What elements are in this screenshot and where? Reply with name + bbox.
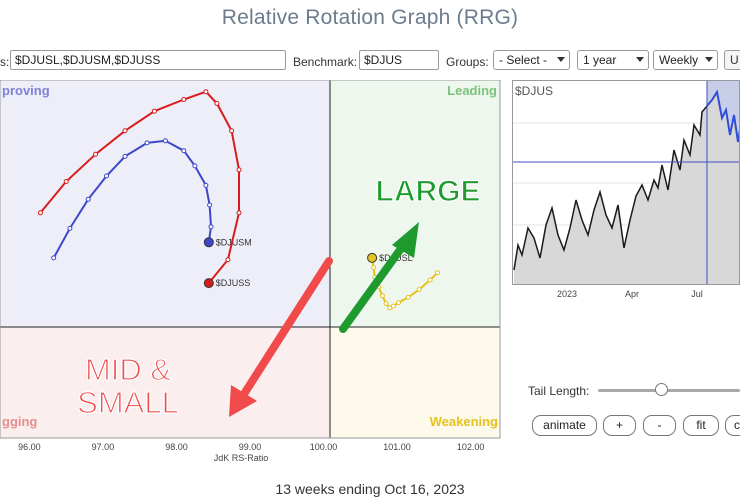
rrg-tail-point (67, 225, 73, 231)
rrg-tail-point (229, 128, 235, 134)
groups-select-value: - Select - (499, 53, 548, 67)
rrg-tail-point (181, 148, 187, 154)
arrow-mid-small (229, 257, 333, 417)
rrg-tail-point (396, 300, 401, 306)
rrg-tail-point (379, 293, 385, 299)
price-line-recent (706, 89, 740, 143)
animate-button[interactable]: animate (532, 415, 597, 436)
rrg-tail-point (208, 224, 214, 230)
update-button[interactable]: U (724, 50, 740, 70)
toolbar: s: $DJUSL,$DJUSM,$DJUSS Benchmark: $DJUS… (0, 50, 740, 74)
price-area-fill (514, 92, 740, 285)
rrg-plot-border (0, 80, 501, 439)
quadrant-weakening (330, 327, 500, 438)
rrg-tail-point (144, 140, 150, 146)
zoom-out-button[interactable]: - (643, 415, 676, 436)
annotation-mid-small-line1: MID & (85, 352, 171, 387)
footer-caption: 13 weeks ending Oct 16, 2023 (275, 481, 465, 497)
rrg-head-djusm[interactable] (203, 237, 214, 248)
frequency-select[interactable]: Weekly (653, 50, 718, 70)
rrg-x-tick-label: 102.00 (457, 442, 485, 452)
rrg-tail-point (192, 163, 198, 169)
price-x-tick-jul: Jul (691, 289, 703, 299)
groups-select[interactable]: - Select - (493, 50, 570, 70)
price-line (513, 105, 708, 271)
rrg-tail-point (85, 196, 91, 202)
rrg-tail-point (151, 108, 157, 114)
rrg-tail-point (371, 265, 376, 270)
rrg-tail-point (236, 167, 242, 173)
rrg-tail-point (162, 138, 168, 144)
rrg-head-djuss[interactable] (203, 278, 214, 289)
quadrant-improving (0, 80, 330, 327)
arrow-large-head (392, 222, 419, 258)
rrg-tail-point (203, 89, 209, 95)
period-select[interactable]: 1 year (577, 50, 649, 70)
arrow-large (339, 222, 419, 333)
frequency-select-value: Weekly (659, 53, 699, 67)
rrg-tail-point (51, 255, 57, 261)
annotation-mid-small-line2: SMALL (77, 385, 179, 420)
symbols-input[interactable]: $DJUSL,$DJUSM,$DJUSS (10, 50, 286, 70)
rrg-tail-point (203, 182, 209, 188)
quadrant-label-improving: proving (2, 83, 50, 98)
arrow-large-shaft (339, 239, 409, 333)
rrg-tails: $DJUSL$DJUSM$DJUSS (37, 89, 440, 311)
rrg-x-axis-label: JdK RS-Ratio (214, 453, 269, 463)
rrg-x-tick-label: 99.00 (239, 442, 262, 452)
rrg-tail-point (93, 151, 99, 157)
rrg-x-tick-label: 97.00 (92, 442, 115, 452)
rrg-tail-point (236, 210, 242, 216)
tail-length-label: Tail Length: (528, 384, 590, 398)
quadrant-label-lagging: gging (2, 414, 37, 429)
rrg-x-tick-label: 100.00 (310, 442, 338, 452)
rrg-x-tick-label: 98.00 (165, 442, 188, 452)
quadrant-leading (330, 80, 500, 327)
rrg-tail-point (207, 202, 213, 208)
rrg-head-djusl[interactable] (367, 252, 378, 263)
price-x-tick-apr: Apr (625, 289, 639, 299)
annotation-large: LARGE (376, 175, 481, 208)
arrow-mid-small-shaft (240, 257, 333, 398)
price-symbol-label: $DJUS (515, 84, 553, 98)
rrg-tail-point (416, 287, 422, 293)
groups-label: Groups: (446, 55, 489, 69)
rrg-tail-point (405, 294, 411, 300)
benchmark-label: Benchmark: (293, 55, 358, 69)
rrg-tail-point (214, 100, 220, 106)
rrg-tail-point (104, 173, 110, 179)
rrg-x-tick-label: 96.00 (18, 442, 41, 452)
quadrant-label-weakening: Weakening (430, 414, 498, 429)
rrg-tail-point (383, 301, 389, 306)
rrg-series-label-djuss: $DJUSS (216, 278, 251, 288)
quadrant-label-leading: Leading (447, 83, 497, 98)
zoom-in-button[interactable]: + (603, 415, 636, 436)
rrg-tail-point (387, 305, 393, 311)
arrow-mid-small-head (229, 385, 257, 417)
rrg-tail-point (37, 210, 43, 216)
rrg-tail-point (63, 179, 69, 184)
rrg-x-ticks: 96.00 97.00 98.00 99.00 100.00 101.00 102.00 (18, 442, 484, 452)
tail-length-slider-track[interactable] (598, 389, 740, 392)
rrg-tail-point (122, 153, 128, 159)
price-x-tick-2023: 2023 (557, 289, 577, 299)
price-chart[interactable]: $DJUS 2023 Apr Jul (512, 80, 740, 302)
rrg-tail-point (181, 97, 187, 102)
rrg-tail-point (427, 277, 433, 283)
rrg-chart[interactable]: proving Leading gging Weakening 96.00 97.… (0, 80, 502, 470)
rrg-x-tick-label: 101.00 (383, 442, 411, 452)
fit-button[interactable]: fit (683, 415, 719, 436)
page-title: Relative Rotation Graph (RRG) (221, 6, 519, 29)
center-button[interactable]: c (725, 415, 740, 436)
period-select-value: 1 year (583, 53, 617, 67)
symbols-label: s: (0, 55, 10, 69)
rrg-tail-point (225, 257, 231, 263)
tail-length-slider-thumb[interactable] (655, 383, 668, 396)
rrg-tail-point (122, 128, 128, 134)
benchmark-input[interactable]: $DJUS (359, 50, 439, 70)
rrg-tail-point (435, 270, 440, 276)
rrg-series-label-djusm: $DJUSM (216, 237, 252, 247)
